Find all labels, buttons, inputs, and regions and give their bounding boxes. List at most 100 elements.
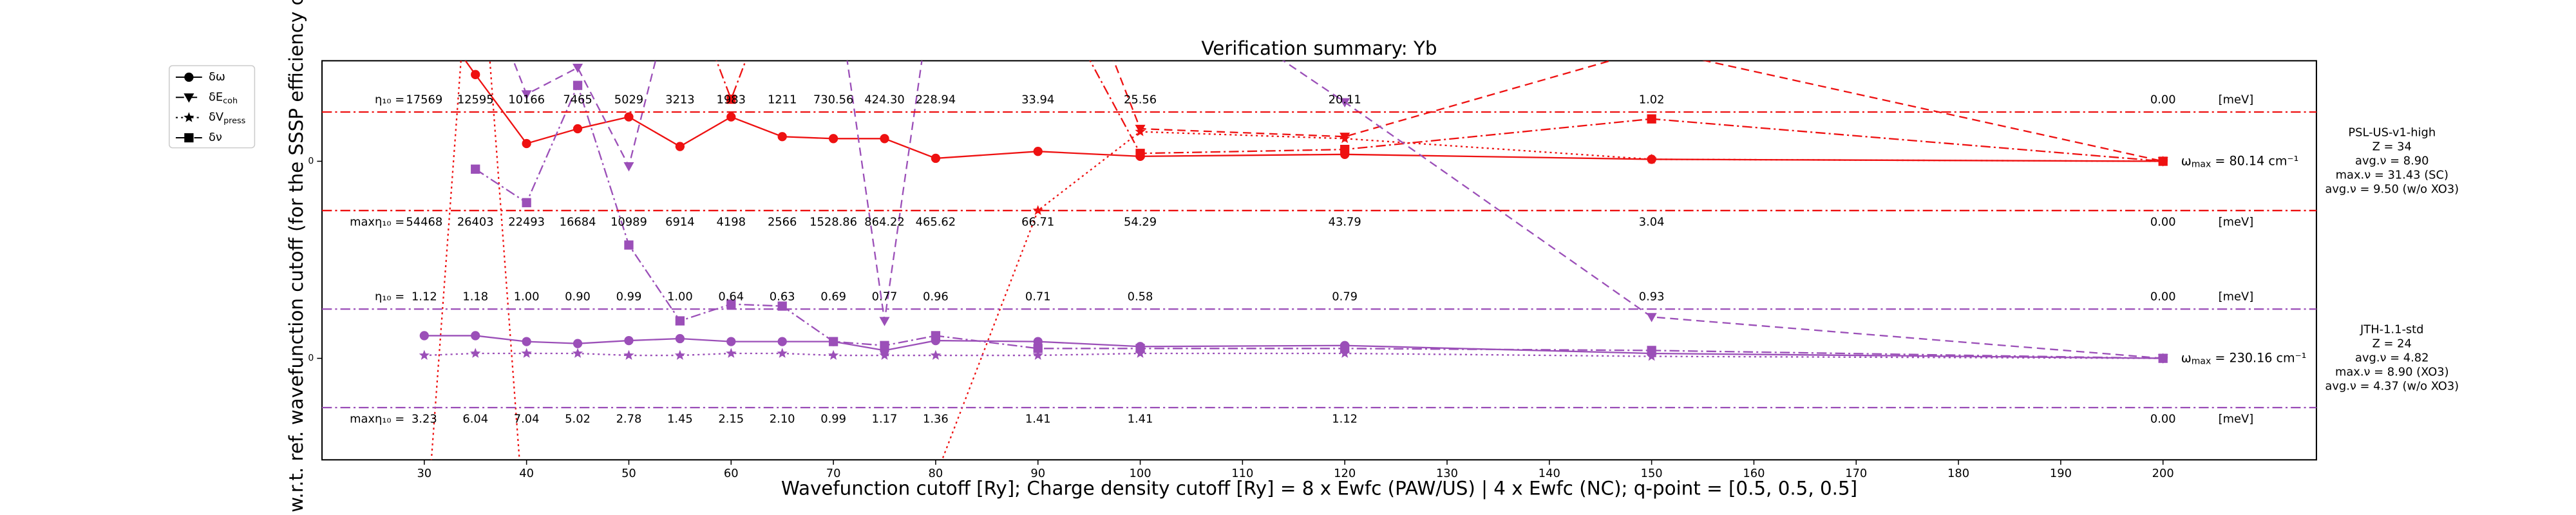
legend-label-main: δV xyxy=(209,111,224,124)
eta-value: 0.93 xyxy=(1639,290,1665,304)
max-eta-value: 10989 xyxy=(611,215,647,229)
eta-value: 1.12 xyxy=(412,290,437,304)
x-tick-label: 30 xyxy=(417,467,431,480)
eta-label: η₁₀ = xyxy=(375,290,404,304)
pseudo-info: avg.ν = 8.90 xyxy=(2355,154,2429,168)
max-eta-value: 5.02 xyxy=(565,413,591,426)
eta-value: 1.00 xyxy=(667,290,693,304)
marker xyxy=(623,350,634,360)
eta-value: 1983 xyxy=(717,93,746,107)
marker xyxy=(184,93,194,103)
x-tick-label: 50 xyxy=(621,467,636,480)
marker xyxy=(522,337,531,346)
marker xyxy=(674,350,686,360)
marker xyxy=(1033,147,1043,156)
x-tick-label: 180 xyxy=(1947,467,1969,480)
marker xyxy=(1646,153,1657,164)
y-tick-label: 0 xyxy=(308,156,314,167)
legend-label-main: δE xyxy=(209,90,223,104)
marker xyxy=(573,63,583,73)
marker xyxy=(777,132,787,142)
eta-value: 3213 xyxy=(665,93,694,107)
omega-symbol: ω xyxy=(2181,350,2192,365)
omega-text: = 80.14 cm⁻¹ xyxy=(2211,153,2298,168)
x-tick-label: 160 xyxy=(1743,467,1765,480)
chart-title: Verification summary: Yb xyxy=(1201,37,1437,59)
marker xyxy=(1032,205,1043,215)
legend-label: δEcoh xyxy=(209,90,238,106)
eta-value: 0.71 xyxy=(1025,290,1051,304)
max-eta-value: 66.71 xyxy=(1021,215,1054,229)
eta-value: 0.69 xyxy=(820,290,846,304)
marker xyxy=(624,112,634,122)
plot-frame xyxy=(321,60,2317,461)
max-eta-value: 0.00 xyxy=(2150,215,2176,229)
marker xyxy=(572,348,583,358)
omega-sub: max xyxy=(2192,160,2211,170)
max-eta-value: 3.23 xyxy=(412,413,437,426)
max-eta-value: 3.04 xyxy=(1639,215,1665,229)
marker xyxy=(419,331,429,341)
series-line xyxy=(430,61,2163,460)
unit-label: [meV] xyxy=(2219,290,2254,304)
legend-frame xyxy=(168,65,256,149)
marker xyxy=(1340,98,1350,108)
marker xyxy=(184,133,194,143)
marker xyxy=(1340,133,1350,144)
eta-value: 5029 xyxy=(614,93,643,107)
marker xyxy=(2158,353,2168,363)
unit-label: [meV] xyxy=(2219,215,2254,229)
x-tick-label: 60 xyxy=(724,467,739,480)
plot-area xyxy=(419,61,2168,460)
series-line xyxy=(424,352,2163,359)
marker xyxy=(471,331,480,341)
max-eta-value: 6914 xyxy=(665,215,694,229)
eta-value: 12595 xyxy=(457,93,494,107)
max-eta-label: maxη₁₀ = xyxy=(350,215,404,229)
x-tick-label: 70 xyxy=(826,467,841,480)
marker xyxy=(828,350,839,360)
max-eta-value: 1.12 xyxy=(1332,413,1358,426)
unit-label: [meV] xyxy=(2219,93,2254,107)
marker xyxy=(522,138,531,149)
omega-label: ωmax = 230.16 cm⁻¹ xyxy=(2181,350,2307,367)
eta-value: 33.94 xyxy=(1021,93,1054,107)
series-line xyxy=(464,61,2163,162)
legend-label-sub: press xyxy=(223,116,246,126)
marker xyxy=(675,316,685,326)
marker xyxy=(1033,344,1043,353)
marker xyxy=(573,339,583,348)
marker xyxy=(1647,346,1656,355)
legend-label-main: δω xyxy=(209,70,225,84)
omega-symbol: ω xyxy=(2181,153,2192,168)
marker xyxy=(675,333,685,344)
marker xyxy=(675,142,685,151)
unit-label: [meV] xyxy=(2219,413,2254,426)
x-tick-label: 130 xyxy=(1436,467,1458,480)
max-eta-value: 54468 xyxy=(406,215,442,229)
pseudo-info: avg.ν = 4.37 (w/o XO3) xyxy=(2325,380,2459,393)
eta-value: 424.30 xyxy=(864,93,904,107)
marker xyxy=(777,348,788,358)
marker xyxy=(931,331,941,341)
x-tick-label: 140 xyxy=(1539,467,1560,480)
max-eta-value: 2.78 xyxy=(616,413,642,426)
pseudo-info: max.ν = 31.43 (SC) xyxy=(2336,168,2448,182)
legend-label-main: δν xyxy=(209,131,222,144)
omega-label: ωmax = 80.14 cm⁻¹ xyxy=(2181,153,2298,170)
marker xyxy=(1135,149,1145,158)
marker xyxy=(624,240,634,250)
marker xyxy=(521,90,532,100)
pseudo-info: PSL-US-v1-high xyxy=(2348,126,2436,140)
x-tick-label: 190 xyxy=(2050,467,2072,480)
marker xyxy=(777,301,787,311)
marker xyxy=(624,335,634,346)
eta-value: 0.00 xyxy=(2150,93,2176,107)
max-eta-value: 54.29 xyxy=(1124,215,1157,229)
x-tick-label: 200 xyxy=(2152,467,2174,480)
marker xyxy=(1646,313,1657,323)
series-line xyxy=(424,335,2163,359)
marker xyxy=(419,350,430,360)
marker xyxy=(471,164,480,174)
